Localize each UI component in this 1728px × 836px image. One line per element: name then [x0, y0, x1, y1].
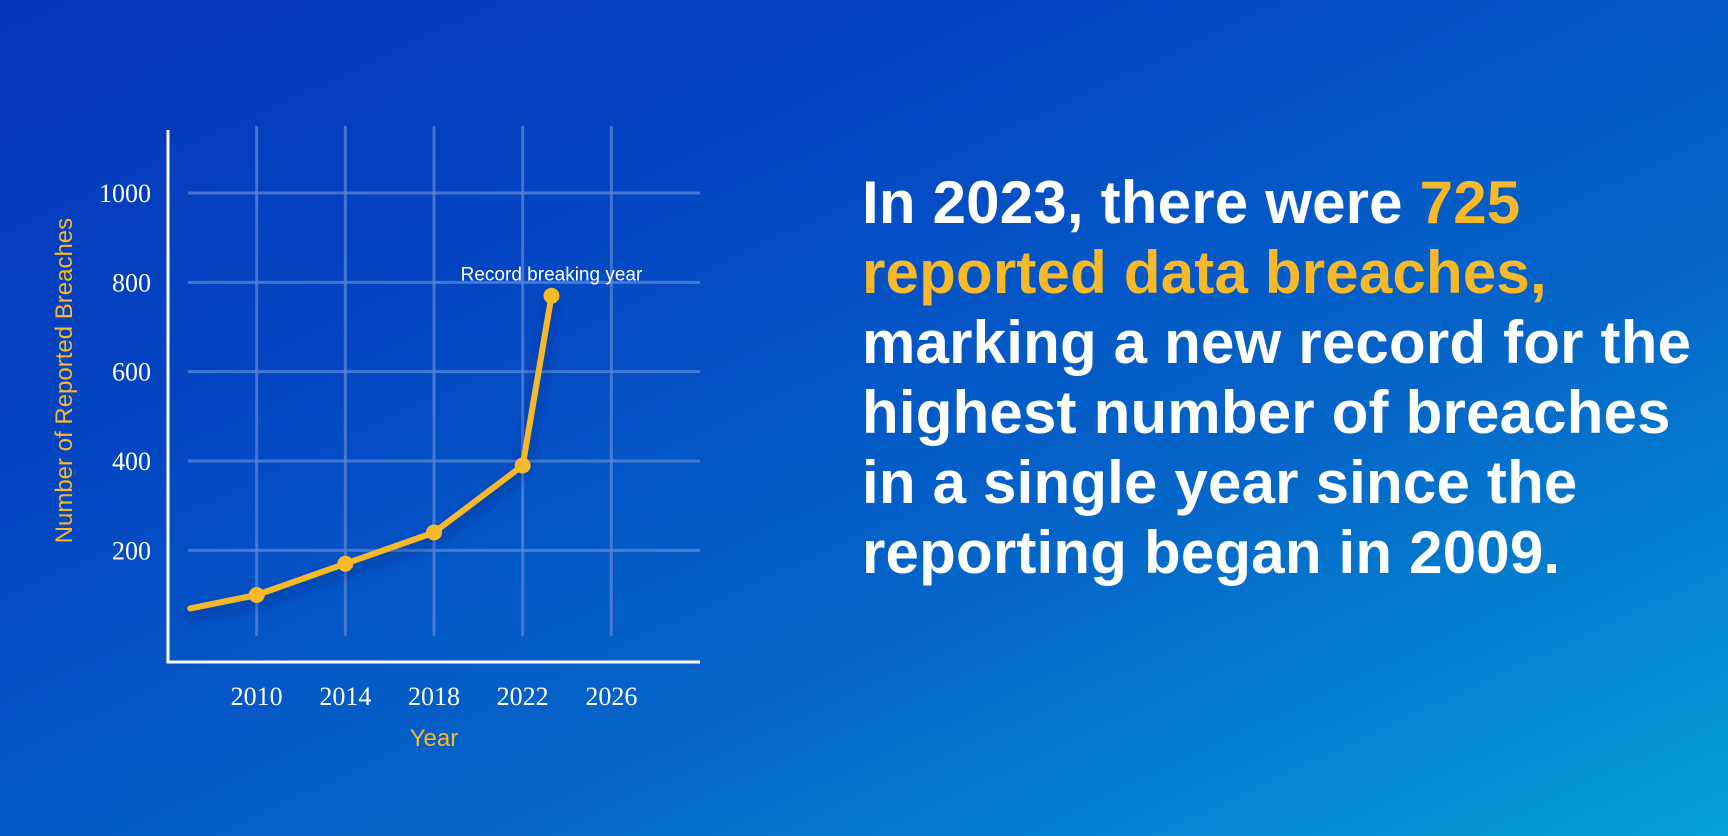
chart-tick-labels: 2010 2014 2018 2022 2026 200 400 600 800 1000	[99, 179, 637, 711]
series-line	[187, 292, 555, 612]
chart-axes	[166, 130, 700, 664]
data-point	[426, 524, 442, 541]
data-point	[337, 555, 354, 572]
x-tick-label: 2026	[585, 682, 637, 711]
data-point	[543, 287, 560, 304]
y-tick-label: 800	[112, 268, 151, 297]
chart-annotations: Record breaking year	[461, 265, 643, 286]
y-axis-title: Number of Reported Breaches	[51, 218, 78, 543]
x-tick-label: 2022	[497, 682, 549, 711]
y-tick-label: 1000	[99, 179, 151, 208]
x-tick-label: 2010	[231, 682, 283, 711]
y-tick-label: 600	[112, 358, 151, 387]
data-point	[514, 457, 531, 474]
headline-highlight: 725 reported data breaches,	[862, 169, 1547, 306]
breaches-line-chart: 2010 2014 2018 2022 2026 200 400 600 800 1000 Rec…	[0, 0, 760, 836]
chart-grid	[188, 126, 700, 636]
annotation-label: Record breaking year	[461, 265, 643, 286]
headline-statement: In 2023, there were 725 reported data br…	[862, 168, 1702, 588]
headline-part-1: In 2023, there were	[862, 169, 1420, 236]
x-tick-label: 2014	[319, 682, 371, 711]
y-tick-label: 400	[112, 447, 151, 476]
x-tick-label: 2018	[408, 682, 460, 711]
chart-canvas: 2010 2014 2018 2022 2026 200 400 600 800 1000 Rec…	[51, 126, 700, 752]
y-tick-label: 200	[112, 536, 151, 565]
data-point	[248, 587, 265, 603]
chart-series	[187, 287, 560, 612]
x-axis-title: Year	[410, 725, 459, 752]
headline-part-2: marking a new record for the highest num…	[862, 309, 1692, 586]
